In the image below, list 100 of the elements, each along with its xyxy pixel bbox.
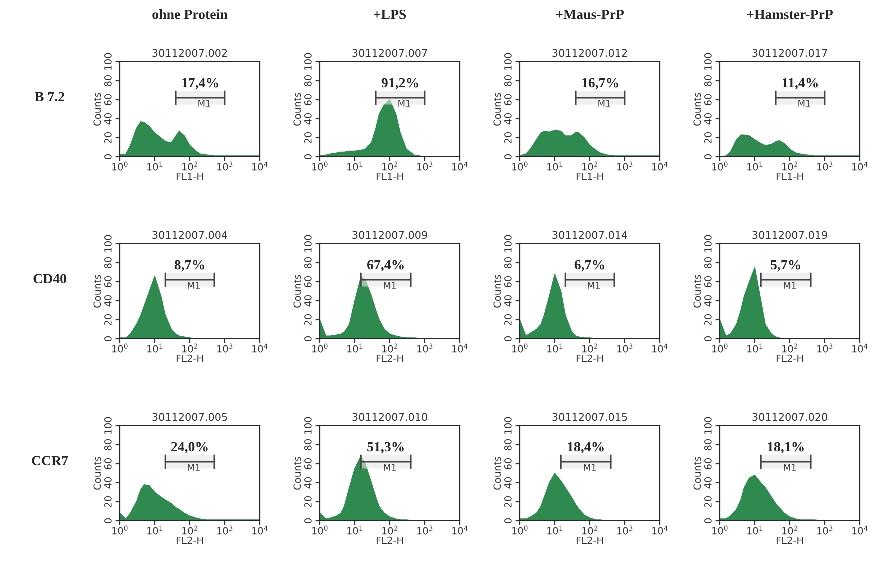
y-tick-label: 40: [304, 477, 312, 489]
x-tick-label: 10$^{3}$: [618, 344, 633, 353]
x-tick-label: 10$^{3}$: [418, 344, 433, 353]
y-tick-label: 60: [704, 94, 712, 106]
x-tick-label: 10$^{0}$: [712, 162, 728, 171]
y-axis-title: Counts: [694, 275, 702, 308]
y-axis-title: Counts: [494, 275, 502, 308]
text: CD40: [34, 274, 66, 284]
x-axis-title: FL2-H: [376, 354, 404, 362]
y-tick-label: 0: [104, 518, 112, 524]
y-tick-label: 60: [304, 458, 312, 470]
annotation: 24,0%: [171, 442, 208, 454]
annotation: 16,7%: [582, 78, 618, 90]
x-tick-label: 10$^{2}$: [582, 526, 598, 535]
x-tick-label: 10$^{4}$: [452, 526, 468, 535]
annotation: 18,4%: [568, 442, 604, 454]
x-tick-label: 10$^{2}$: [382, 344, 398, 353]
y-tick-label: 80: [704, 439, 712, 451]
y-tick-label: 20: [104, 314, 112, 326]
band-label: M1: [384, 282, 396, 289]
y-axis-title: Counts: [94, 93, 102, 126]
y-tick-label: 80: [104, 75, 112, 87]
x-tick-label: 10$^{2}$: [582, 344, 598, 353]
y-tick-label: 0: [504, 518, 512, 524]
x-tick-label: 10$^{1}$: [348, 162, 363, 171]
y-tick-label: 100: [104, 53, 112, 70]
y-tick-label: 0: [304, 336, 312, 342]
x-tick-label: 10$^{2}$: [182, 162, 198, 171]
y-tick-label: 60: [304, 94, 312, 106]
y-tick-label: 80: [304, 75, 312, 87]
band-label: M1: [398, 100, 410, 107]
x-tick-label: 10$^{2}$: [582, 162, 598, 171]
x-tick-label: 10$^{0}$: [712, 526, 728, 535]
x-axis-title: FL1-H: [776, 172, 804, 180]
chart-subtitle: 30112007.019: [752, 231, 828, 240]
y-tick-label: 60: [104, 276, 112, 288]
x-tick-label: 10$^{2}$: [382, 526, 398, 535]
x-tick-label: 10$^{2}$: [782, 344, 798, 353]
y-tick-label: 60: [104, 94, 112, 106]
x-tick-label: 10$^{2}$: [782, 526, 798, 535]
y-tick-label: 40: [504, 113, 512, 125]
x-tick-label: 10$^{4}$: [252, 344, 268, 353]
x-tick-label: 10$^{0}$: [312, 344, 328, 353]
y-tick-label: 20: [504, 496, 512, 508]
band-label: M1: [584, 464, 596, 471]
chart-subtitle: 30112007.004: [152, 231, 228, 240]
y-tick-label: 40: [704, 113, 712, 125]
annotation: 6,7%: [574, 260, 604, 272]
y-axis-title: Counts: [94, 457, 102, 490]
x-tick-label: 10$^{4}$: [252, 162, 268, 171]
x-tick-label: 10$^{2}$: [182, 344, 198, 353]
y-tick-label: 40: [104, 295, 112, 307]
x-tick-label: 10$^{1}$: [548, 526, 563, 535]
y-tick-label: 0: [704, 518, 712, 524]
y-tick-label: 60: [504, 94, 512, 106]
band-label: M1: [784, 464, 796, 471]
annotation: 67,4%: [367, 260, 404, 272]
annotation: 8,7%: [174, 260, 204, 272]
y-tick-label: 80: [104, 257, 112, 269]
annotation: 17,4%: [182, 78, 218, 90]
y-tick-label: 80: [104, 439, 112, 451]
x-tick-label: 10$^{3}$: [418, 162, 433, 171]
x-tick-label: 10$^{0}$: [112, 162, 128, 171]
band-label: M1: [588, 282, 600, 289]
chart-subtitle: 30112007.010: [352, 413, 428, 422]
x-tick-label: 10$^{3}$: [418, 526, 433, 535]
y-tick-label: 60: [504, 458, 512, 470]
x-tick-label: 10$^{3}$: [218, 344, 233, 353]
y-tick-label: 20: [304, 496, 312, 508]
y-tick-label: 20: [104, 496, 112, 508]
x-tick-label: 10$^{4}$: [652, 526, 668, 535]
y-tick-label: 20: [304, 314, 312, 326]
chart-subtitle: 30112007.007: [352, 49, 428, 58]
y-tick-label: 100: [304, 417, 312, 434]
y-tick-label: 80: [704, 75, 712, 87]
y-tick-label: 20: [704, 314, 712, 326]
chart-subtitle: 30112007.020: [752, 413, 828, 422]
y-tick-label: 100: [704, 235, 712, 252]
y-tick-label: 0: [304, 154, 312, 160]
x-tick-label: 10$^{0}$: [512, 344, 528, 353]
y-tick-label: 40: [704, 295, 712, 307]
x-tick-label: 10$^{0}$: [712, 344, 728, 353]
x-tick-label: 10$^{3}$: [818, 526, 833, 535]
x-tick-label: 10$^{1}$: [548, 344, 563, 353]
y-tick-label: 100: [504, 53, 512, 70]
y-tick-label: 20: [504, 132, 512, 144]
x-tick-label: 10$^{0}$: [112, 526, 128, 535]
annotation: 5,7%: [771, 260, 800, 272]
y-tick-label: 80: [304, 439, 312, 451]
y-tick-label: 20: [504, 314, 512, 326]
y-tick-label: 40: [304, 113, 312, 125]
chart-subtitle: 30112007.017: [752, 49, 828, 58]
y-tick-label: 60: [104, 458, 112, 470]
x-tick-label: 10$^{0}$: [512, 526, 528, 535]
y-tick-label: 100: [504, 417, 512, 434]
x-tick-label: 10$^{1}$: [348, 526, 363, 535]
annotation: 91,2%: [382, 78, 418, 90]
x-tick-label: 10$^{3}$: [218, 526, 233, 535]
y-axis-title: Counts: [494, 457, 502, 490]
annotation: 18,1%: [768, 442, 804, 454]
